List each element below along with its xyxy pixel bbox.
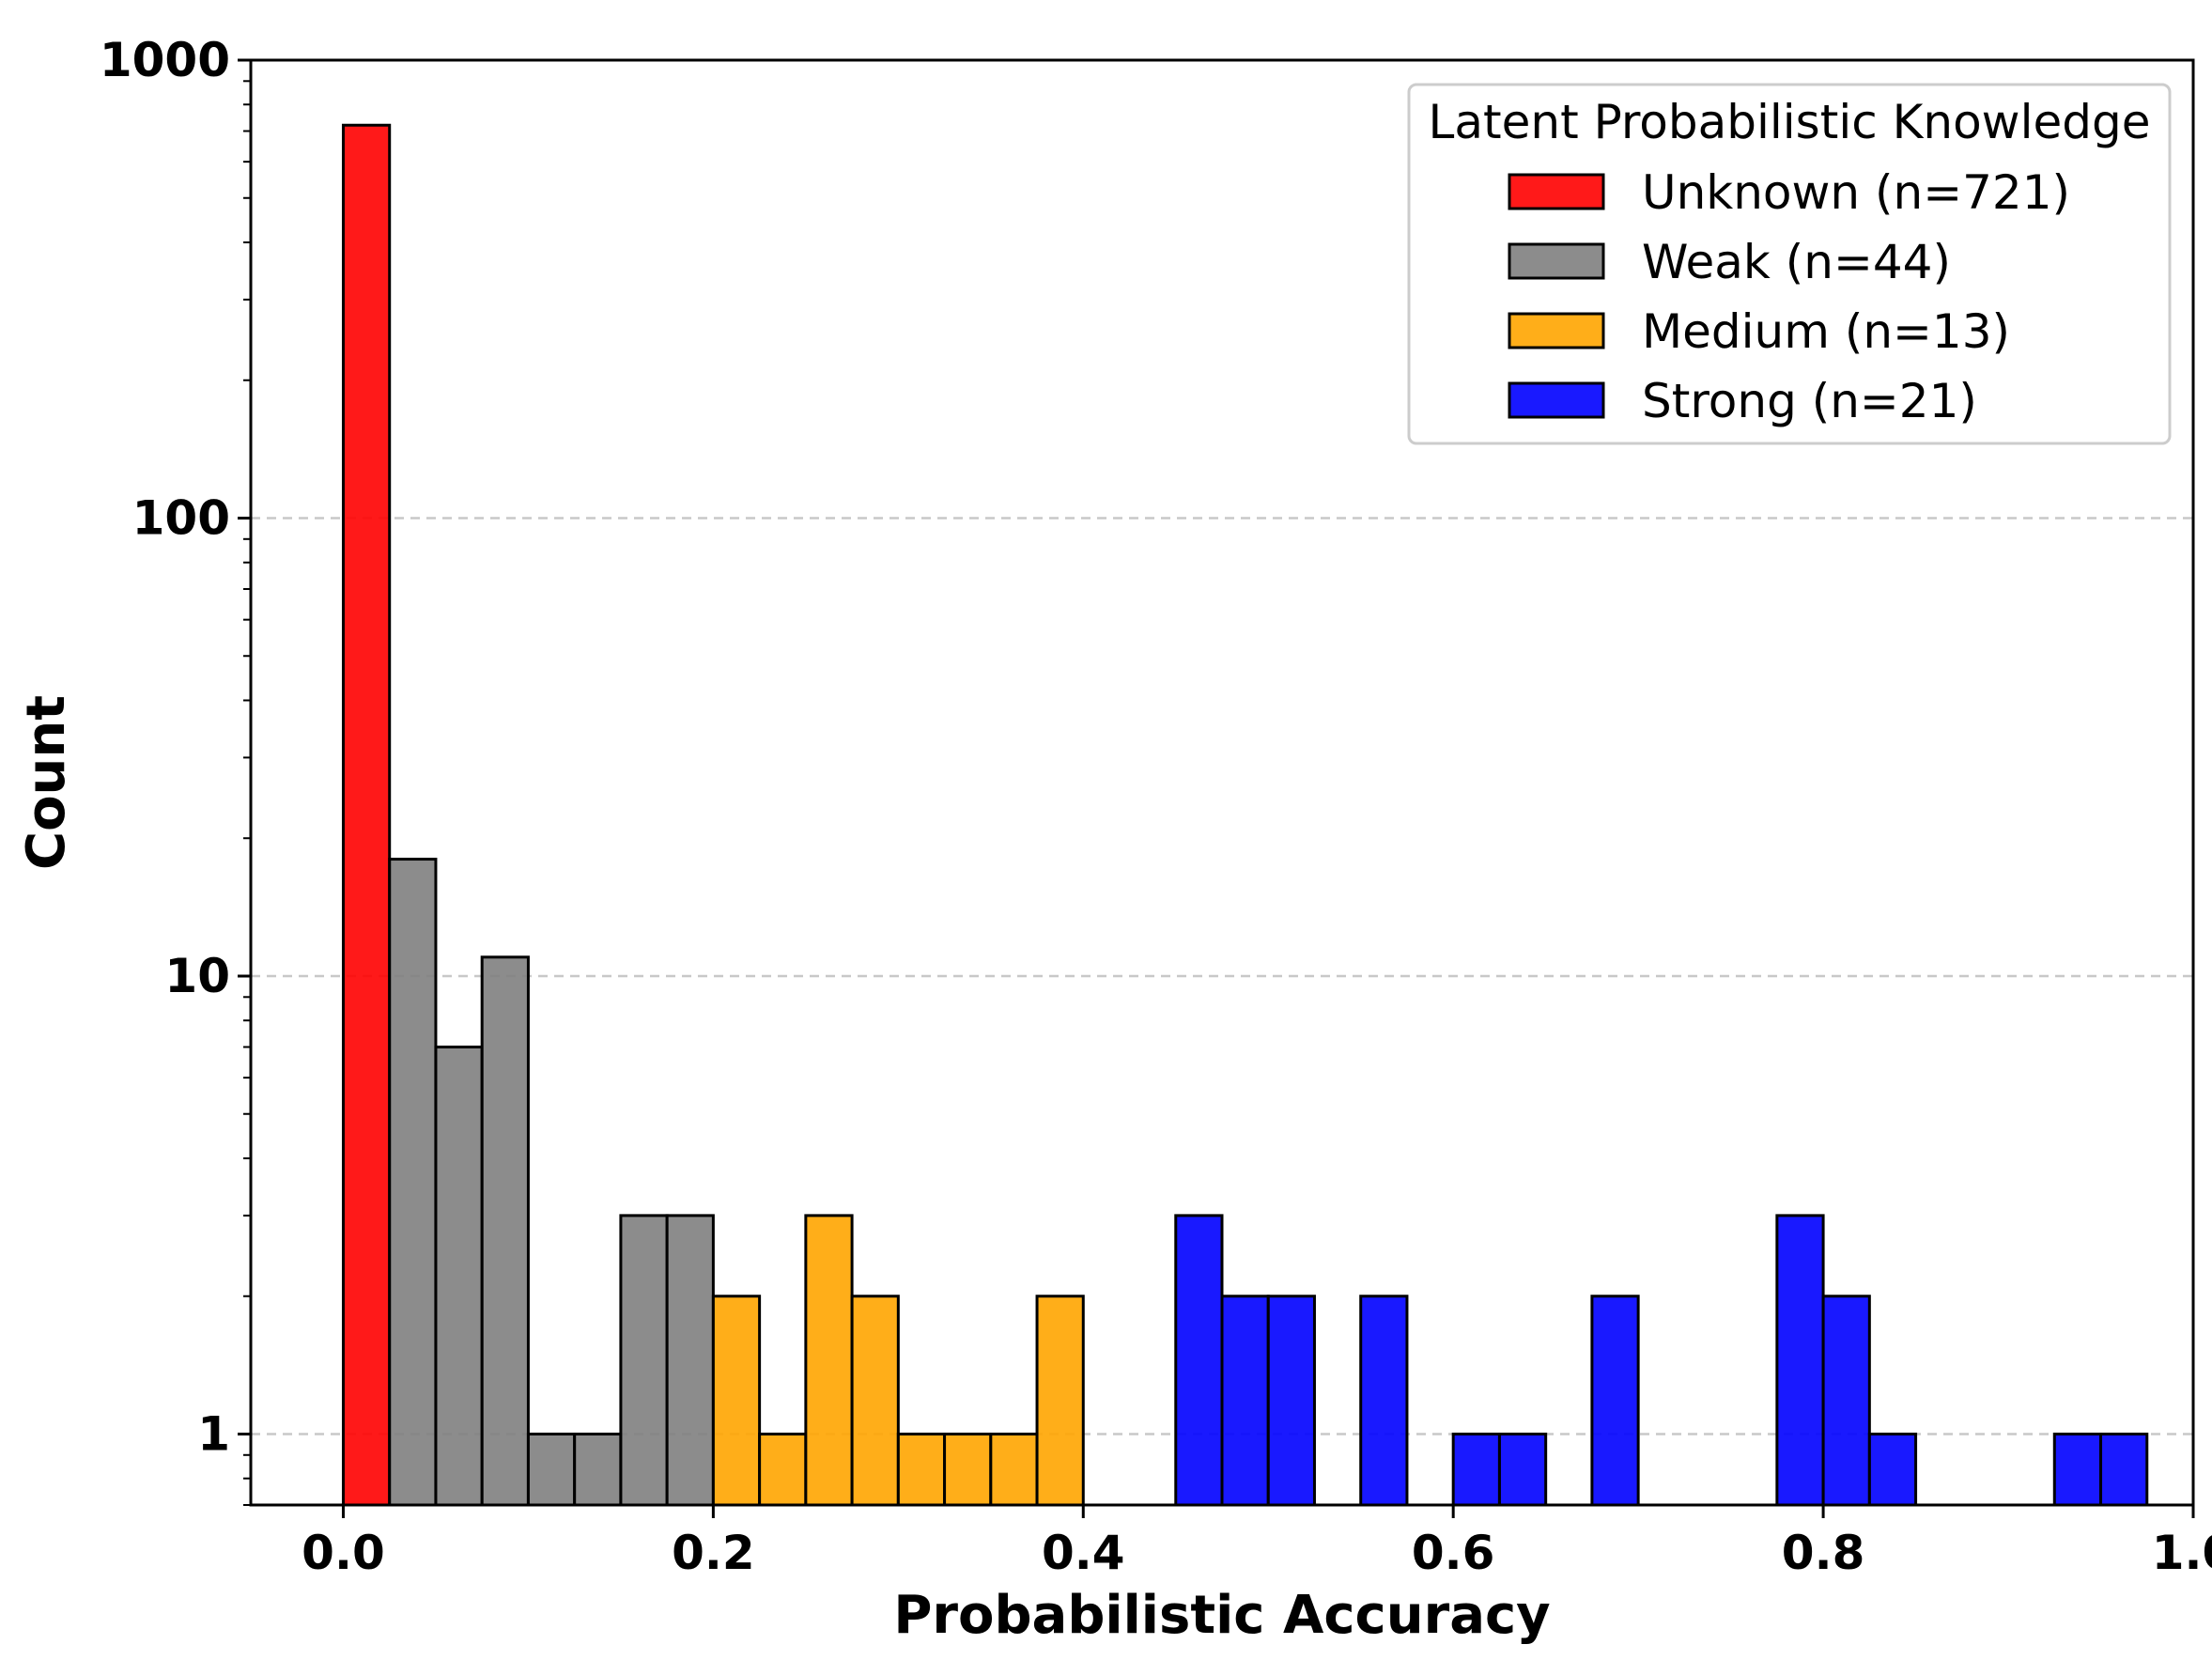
histogram-bar xyxy=(896,1432,947,1507)
histogram-bar xyxy=(619,1214,669,1507)
histogram-bar xyxy=(665,1214,715,1507)
histogram-bar xyxy=(1220,1295,1270,1507)
x-axis-label: Probabilistic Accuracy xyxy=(893,1585,1550,1646)
histogram-bar xyxy=(1497,1432,1548,1507)
y-tick-label: 1000 xyxy=(100,33,230,87)
histogram-bar xyxy=(480,955,530,1507)
legend-swatch xyxy=(1508,173,1605,210)
histogram-bar xyxy=(1266,1295,1316,1507)
y-tick-label: 10 xyxy=(164,949,230,1003)
x-tick-label: 0.0 xyxy=(302,1526,385,1580)
histogram-bars xyxy=(341,123,2149,1507)
histogram-bar xyxy=(758,1432,808,1507)
histogram-bar xyxy=(1867,1432,1918,1507)
histogram-bar xyxy=(804,1214,854,1507)
histogram-bar xyxy=(2052,1432,2103,1507)
histogram-bar xyxy=(989,1432,1039,1507)
histogram-bar xyxy=(850,1295,900,1507)
histogram-bar xyxy=(2099,1432,2149,1507)
x-axis: 0.0 0.2 0.4 0.6 0.8 1.0 xyxy=(302,1505,2212,1580)
histogram-bar xyxy=(1035,1295,1085,1507)
legend-swatch xyxy=(1508,242,1605,280)
legend-entry-label: Weak (n=44) xyxy=(1642,235,1951,289)
y-tick-label: 1 xyxy=(197,1406,230,1461)
x-tick-label: 0.8 xyxy=(1782,1526,1865,1580)
legend-title: Latent Probabilistic Knowledge xyxy=(1429,95,2151,149)
histogram-bar xyxy=(434,1046,484,1507)
histogram-bar xyxy=(1775,1214,1825,1507)
legend-entry-label: Unknown (n=721) xyxy=(1642,165,2070,220)
x-tick-label: 0.6 xyxy=(1412,1526,1495,1580)
histogram-bar xyxy=(1590,1295,1640,1507)
legend-entry-label: Strong (n=21) xyxy=(1642,374,1977,428)
histogram-bar xyxy=(943,1432,993,1507)
legend-swatch xyxy=(1508,312,1605,349)
histogram-bar xyxy=(1821,1295,1871,1507)
x-tick-label: 0.4 xyxy=(1042,1526,1125,1580)
legend-entry-label: Medium (n=13) xyxy=(1642,304,2010,359)
histogram-bar xyxy=(711,1295,762,1507)
x-tick-label: 0.2 xyxy=(672,1526,755,1580)
y-axis: 1 10 100 1000 xyxy=(100,33,251,1506)
y-tick-label: 100 xyxy=(132,490,230,545)
histogram-bar xyxy=(1359,1295,1409,1507)
histogram-bar xyxy=(526,1432,577,1507)
plot-area-frame xyxy=(249,58,2195,1507)
legend-swatch xyxy=(1508,381,1605,419)
x-tick-label: 1.0 xyxy=(2152,1526,2212,1580)
legend: Latent Probabilistic Knowledge Unknown (… xyxy=(1407,83,2172,445)
histogram-bar xyxy=(1174,1214,1224,1507)
y-axis-label: Count xyxy=(16,695,77,870)
histogram-bar xyxy=(341,123,392,1507)
histogram-bar xyxy=(388,858,438,1507)
histogram-bar xyxy=(1451,1432,1501,1507)
histogram-bar xyxy=(573,1432,623,1507)
